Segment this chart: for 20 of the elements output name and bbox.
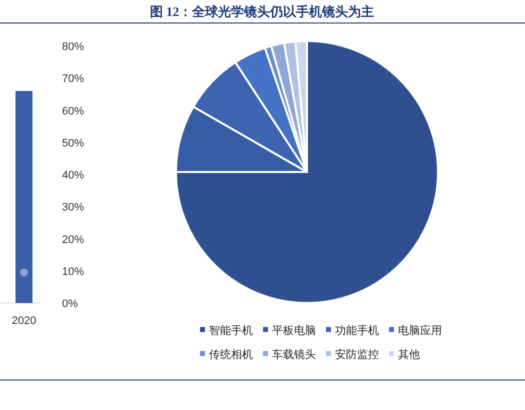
y-tick-label: 0% <box>62 298 78 310</box>
legend-label: 智能手机 <box>209 324 253 337</box>
pie-slice <box>175 40 439 304</box>
y-tick-label: 70% <box>62 73 84 86</box>
legend-label: 其他 <box>398 348 420 361</box>
y-tick-label: 40% <box>62 170 84 182</box>
legend-label: 功能手机 <box>335 324 379 337</box>
x-tick-label: 2020 <box>12 315 36 327</box>
y-tick-label: 60% <box>62 105 84 118</box>
legend-label: 平板电脑 <box>272 324 316 337</box>
legend-label: 安防监控 <box>335 348 379 361</box>
y-tick-label: 10% <box>62 266 84 278</box>
y-tick-label: 20% <box>62 234 84 246</box>
y-tick-label: 30% <box>62 202 84 214</box>
legend-label: 电脑应用 <box>398 324 442 337</box>
chart-title: 图 12：全球光学镜头仍以手机镜头为主 <box>150 4 374 19</box>
y-tick-label: 50% <box>62 137 84 150</box>
legend-label: 车载镜头 <box>272 348 316 361</box>
legend-label: 传统相机 <box>209 348 253 361</box>
y-tick-label: 80% <box>62 41 84 53</box>
